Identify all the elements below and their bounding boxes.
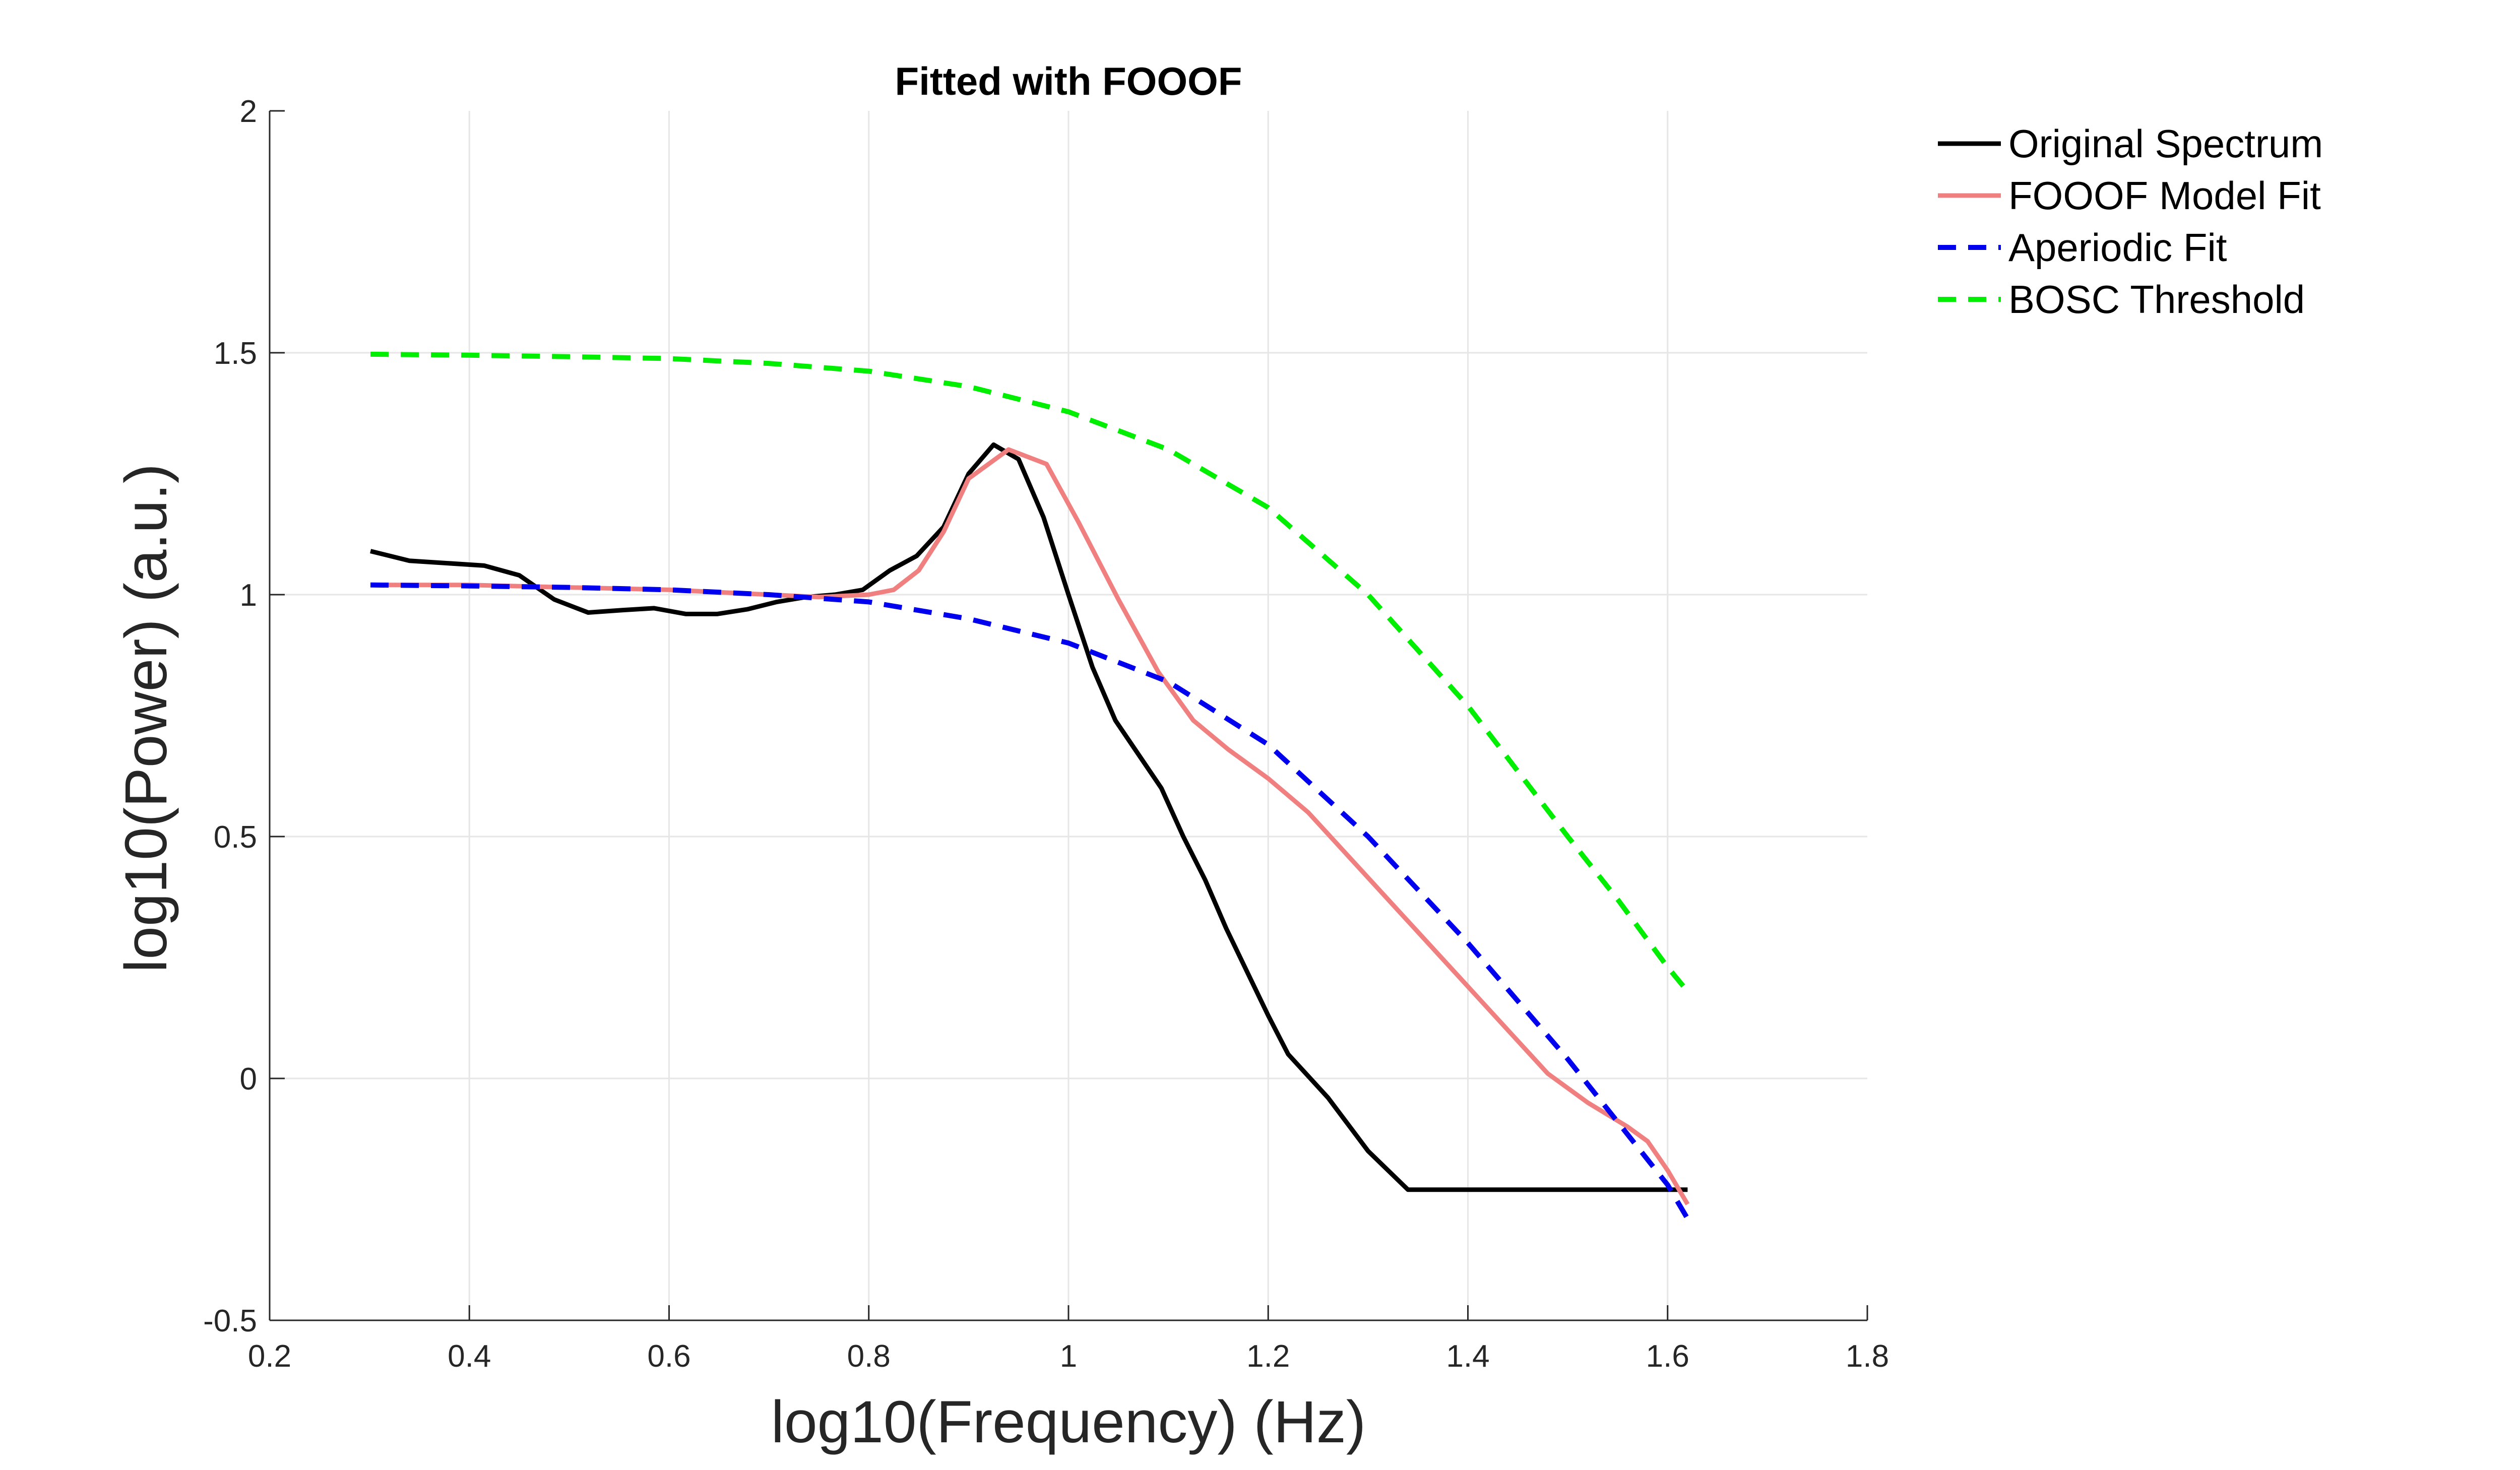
y-axis-title: log10(Power) (a.u.) [113,464,179,973]
fooof-model-fit-line [370,447,1690,1205]
y-tick-label: 1 [240,578,257,613]
legend-label-aperiodic-fit: Aperiodic Fit [2008,225,2227,270]
x-tick-label: 0.6 [647,1339,690,1374]
y-tick-label: -0.5 [203,1304,257,1338]
x-tick-label: 1.6 [1646,1339,1689,1374]
series-layer [370,351,1690,1220]
x-tick-label: 0.8 [847,1339,891,1374]
legend-label-original-spectrum: Original Spectrum [2008,121,2323,166]
chart-title: Fitted with FOOOF [895,59,1242,103]
legend-label-fooof-model-fit: FOOOF Model Fit [2008,173,2321,218]
x-axis-title: log10(Frequency) (Hz) [771,1389,1366,1455]
x-tick-label: 1 [1060,1339,1077,1374]
axes-layer: 0.2 0.4 0.6 0.8 1 1.2 1.4 1.6 1.8 -0.5 0 0.5 1 1.5 2 [203,94,1889,1374]
legend: Original Spectrum FOOOF Model Fit Aperiodi… [1938,121,2323,322]
y-tick-label: 1.5 [214,336,257,371]
original-spectrum-line [370,442,1688,1192]
y-tick-label: 2 [240,94,257,129]
y-tick-label: 0.5 [214,820,257,855]
legend-label-bosc-threshold: BOSC Threshold [2008,277,2305,322]
bosc-threshold-line [370,351,1690,993]
y-tick-label: 0 [240,1062,257,1097]
x-tick-label: 0.4 [448,1339,491,1374]
x-tick-label: 1.4 [1446,1339,1489,1374]
x-tick-label: 0.2 [248,1339,291,1374]
x-tick-label: 1.8 [1846,1339,1889,1374]
grid-layer [270,111,1867,1320]
x-tick-label: 1.2 [1246,1339,1290,1374]
aperiodic-fit-line [370,582,1690,1220]
